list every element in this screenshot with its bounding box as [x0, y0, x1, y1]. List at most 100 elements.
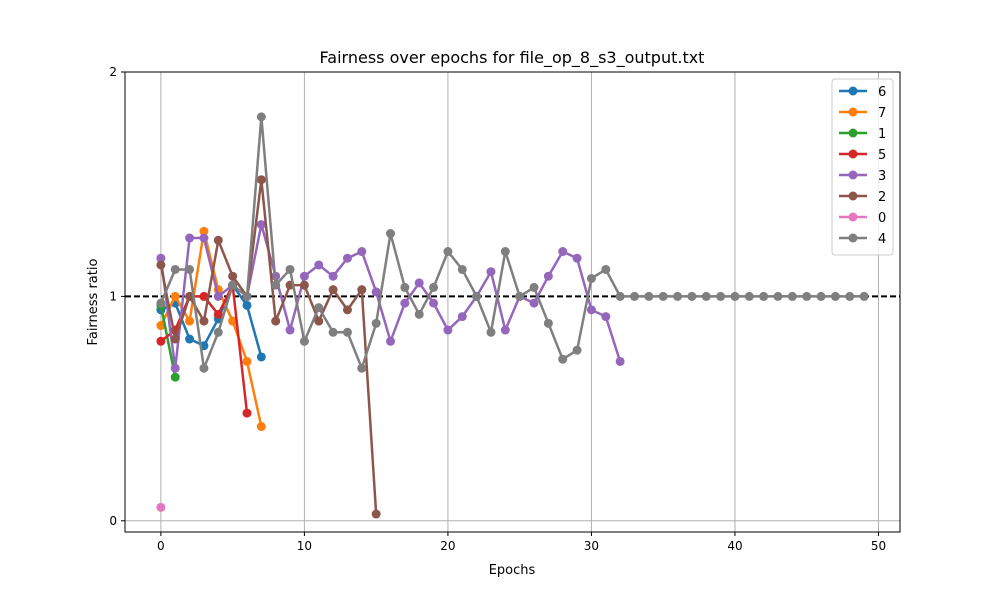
data-point — [386, 336, 396, 346]
legend-swatch-marker — [848, 170, 858, 180]
data-point — [213, 235, 223, 245]
data-point — [629, 291, 639, 301]
data-point — [429, 298, 439, 308]
data-point — [342, 253, 352, 263]
data-point — [515, 291, 525, 301]
legend-swatch-marker — [848, 233, 858, 243]
data-point — [615, 356, 625, 366]
data-point — [486, 327, 496, 337]
data-point — [199, 233, 209, 243]
legend-box — [831, 78, 894, 256]
legend-swatch-marker — [848, 107, 858, 117]
y-tick-label: 2 — [109, 65, 117, 79]
data-point — [170, 363, 180, 373]
data-point — [687, 291, 697, 301]
data-point — [199, 316, 209, 326]
data-point — [342, 327, 352, 337]
data-point — [371, 287, 381, 297]
legend-entry: 0 — [839, 211, 886, 226]
data-point — [658, 291, 668, 301]
data-point — [185, 233, 195, 243]
data-point — [615, 291, 625, 301]
data-point — [170, 372, 180, 382]
series-line — [159, 230, 263, 427]
data-point — [386, 229, 396, 239]
legend-label: 6 — [878, 85, 886, 100]
data-point — [457, 312, 467, 322]
data-point — [299, 271, 309, 281]
x-axis-title: Epochs — [489, 563, 536, 578]
legend-entry: 6 — [839, 85, 886, 100]
data-point — [400, 282, 410, 292]
data-point — [414, 278, 424, 288]
data-point — [744, 291, 754, 301]
data-point — [357, 285, 367, 295]
data-point — [256, 352, 266, 362]
data-point — [228, 316, 238, 326]
data-point — [314, 260, 324, 270]
x-tick-label: 30 — [584, 539, 599, 553]
data-point — [314, 316, 324, 326]
data-point — [299, 280, 309, 290]
data-point — [586, 273, 596, 283]
x-tick-label: 10 — [297, 539, 312, 553]
legend-swatch-marker — [848, 212, 858, 222]
data-point — [457, 264, 467, 274]
data-point — [773, 291, 783, 301]
data-point — [256, 220, 266, 230]
data-point — [543, 271, 553, 281]
data-point — [816, 291, 826, 301]
data-point — [170, 291, 180, 301]
data-point — [371, 318, 381, 328]
data-point — [543, 318, 553, 328]
grid-layer — [125, 72, 900, 532]
data-point — [673, 291, 683, 301]
data-point — [199, 291, 209, 301]
data-point — [443, 325, 453, 335]
data-point — [199, 226, 209, 236]
y-axis-title: Fairness ratio — [86, 259, 101, 346]
data-point — [500, 247, 510, 257]
data-point — [256, 112, 266, 122]
data-point — [357, 363, 367, 373]
data-point — [213, 291, 223, 301]
data-point — [572, 253, 582, 263]
legend-swatch-marker — [848, 86, 858, 96]
legend-label: 2 — [878, 190, 886, 205]
data-point — [486, 267, 496, 277]
legend: 6 7 1 5 3 2 0 4 — [831, 78, 894, 256]
data-point — [802, 291, 812, 301]
chart-title: Fairness over epochs for file_op_8_s3_ou… — [320, 48, 705, 68]
data-point — [256, 422, 266, 432]
legend-entry: 1 — [839, 127, 886, 142]
data-point — [644, 291, 654, 301]
data-point — [156, 321, 166, 331]
x-tick-label: 40 — [727, 539, 742, 553]
data-point — [170, 264, 180, 274]
legend-label: 7 — [878, 106, 886, 121]
data-point — [586, 305, 596, 315]
data-point — [759, 291, 769, 301]
data-point — [242, 300, 252, 310]
data-point — [500, 325, 510, 335]
y-tick-label: 1 — [109, 289, 117, 303]
series-0 — [156, 502, 166, 512]
series-4 — [156, 112, 869, 373]
data-point — [285, 325, 295, 335]
data-point — [242, 408, 252, 418]
data-point — [845, 291, 855, 301]
data-point — [558, 354, 568, 364]
data-point — [213, 327, 223, 337]
data-point — [830, 291, 840, 301]
legend-entry: 3 — [839, 169, 886, 184]
x-tick-label: 50 — [871, 539, 886, 553]
legend-label: 0 — [878, 211, 886, 226]
legend-entry: 5 — [839, 148, 886, 163]
data-point — [242, 291, 252, 301]
x-tick-label: 0 — [157, 539, 165, 553]
data-point — [271, 316, 281, 326]
data-point — [299, 336, 309, 346]
data-point — [414, 309, 424, 319]
